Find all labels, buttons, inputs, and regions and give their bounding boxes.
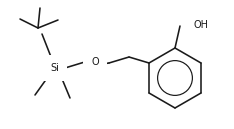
Text: O: O xyxy=(91,57,99,67)
Text: OH: OH xyxy=(194,20,209,30)
Text: Si: Si xyxy=(51,63,59,73)
